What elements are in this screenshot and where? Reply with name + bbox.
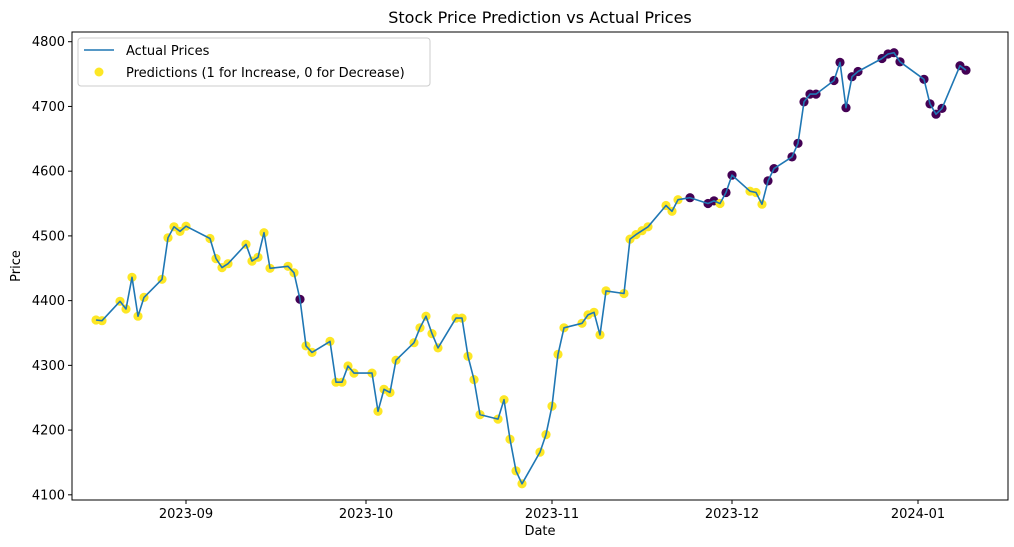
- legend-label-predictions: Predictions (1 for Increase, 0 for Decre…: [126, 66, 405, 81]
- legend: Actual Prices Predictions (1 for Increas…: [77, 37, 431, 87]
- y-axis: 4100 4200 4300 4400 4500 4600 4700 4800: [32, 35, 72, 503]
- y-tick-label: 4600: [32, 165, 65, 180]
- x-tick-label: 2023-12: [705, 507, 759, 522]
- axes-frame: [71, 31, 1009, 501]
- y-tick-label: 4500: [32, 229, 65, 244]
- x-tick-label: 2023-09: [159, 507, 213, 522]
- legend-label-actual: Actual Prices: [126, 44, 210, 59]
- plot-marks: [91, 48, 971, 489]
- y-tick-label: 4200: [32, 424, 65, 439]
- x-tick-label: 2023-10: [339, 507, 393, 522]
- y-tick-label: 4800: [32, 35, 65, 50]
- legend-box: [77, 37, 431, 87]
- x-axis: 2023-09 2023-10 2023-11 2023-12 2024-01: [159, 500, 945, 522]
- x-tick-label: 2024-01: [891, 507, 945, 522]
- legend-marker-swatch: [94, 67, 104, 77]
- y-axis-label: Price: [9, 250, 24, 282]
- y-tick-label: 4700: [32, 100, 65, 115]
- y-tick-label: 4300: [32, 359, 65, 374]
- y-tick-label: 4100: [32, 488, 65, 503]
- y-tick-label: 4400: [32, 294, 65, 309]
- x-tick-label: 2023-11: [525, 507, 579, 522]
- x-axis-label: Date: [524, 524, 555, 539]
- chart-title: Stock Price Prediction vs Actual Prices: [388, 8, 692, 27]
- actual-prices-line: [95, 51, 967, 485]
